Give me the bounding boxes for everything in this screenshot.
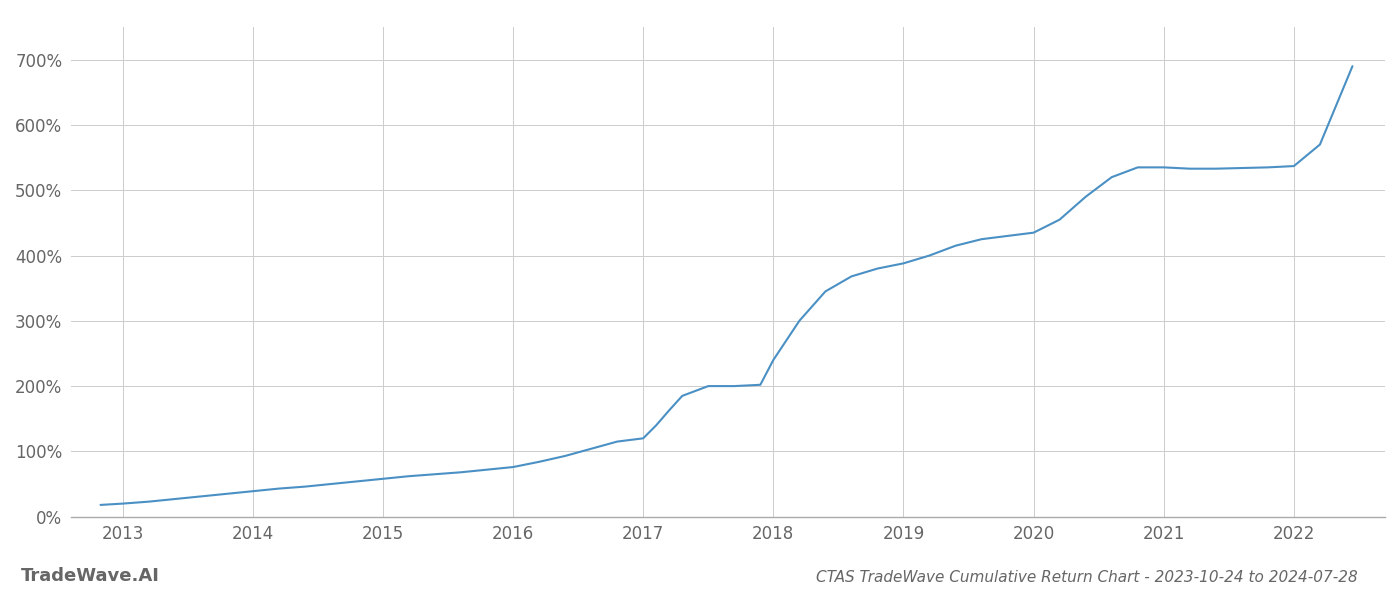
Text: CTAS TradeWave Cumulative Return Chart - 2023-10-24 to 2024-07-28: CTAS TradeWave Cumulative Return Chart -… [816,570,1358,585]
Text: TradeWave.AI: TradeWave.AI [21,567,160,585]
